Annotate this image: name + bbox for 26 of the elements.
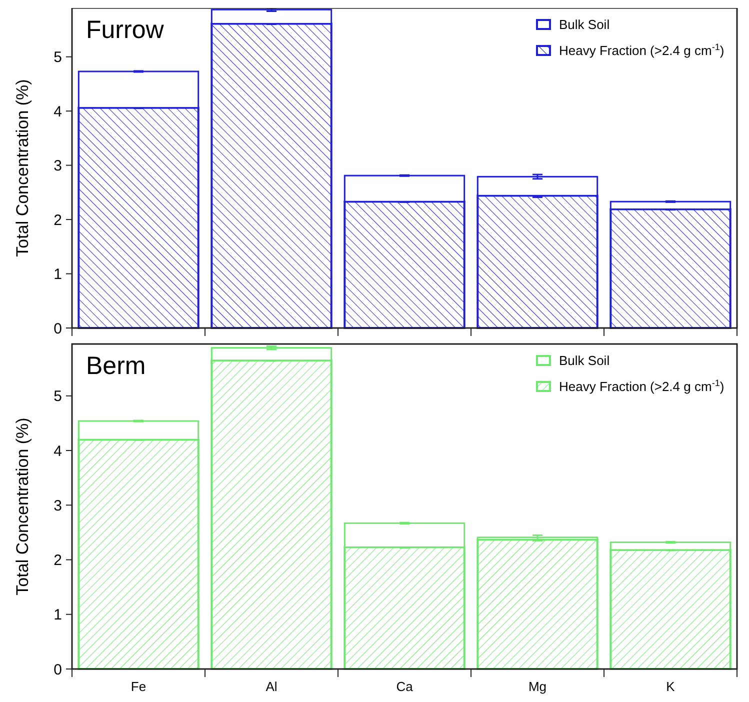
y-axis-title: Total Concentration (%) (13, 418, 32, 596)
y-axis-title: Total Concentration (%) (13, 79, 32, 257)
x-tick-label: Al (266, 679, 278, 694)
y-tick-label: 2 (54, 552, 62, 570)
y-tick-label: 2 (54, 212, 62, 229)
bar (476, 538, 598, 670)
x-tick-label: K (666, 679, 676, 694)
y-tick-label: 0 (54, 320, 62, 338)
chart-title: Berm (86, 352, 146, 380)
y-tick-label: 4 (54, 103, 62, 120)
y-tick-label: 5 (54, 49, 62, 66)
x-tick-label: Ca (396, 679, 414, 694)
legend-label: Heavy Fraction (>2.4 g cm$^{-1}$) (559, 378, 724, 394)
y-tick-label: 1 (54, 606, 62, 624)
legend-label: Bulk Soil (559, 353, 610, 368)
legend-label: Bulk Soil (559, 17, 610, 32)
x-tick-label: Mg (528, 679, 547, 694)
y-tick-label: 5 (54, 388, 62, 406)
y-tick-label: 0 (54, 661, 62, 678)
x-tick-label: Fe (130, 679, 146, 694)
y-tick-label: 3 (54, 497, 62, 514)
y-tick-label: 4 (54, 442, 62, 460)
y-tick-label: 3 (54, 158, 62, 175)
legend-label: Heavy Fraction (>2.4 g cm$^{-1}$) (559, 42, 724, 58)
y-tick-label: 1 (54, 266, 62, 284)
chart-title: Furrow (86, 16, 165, 44)
